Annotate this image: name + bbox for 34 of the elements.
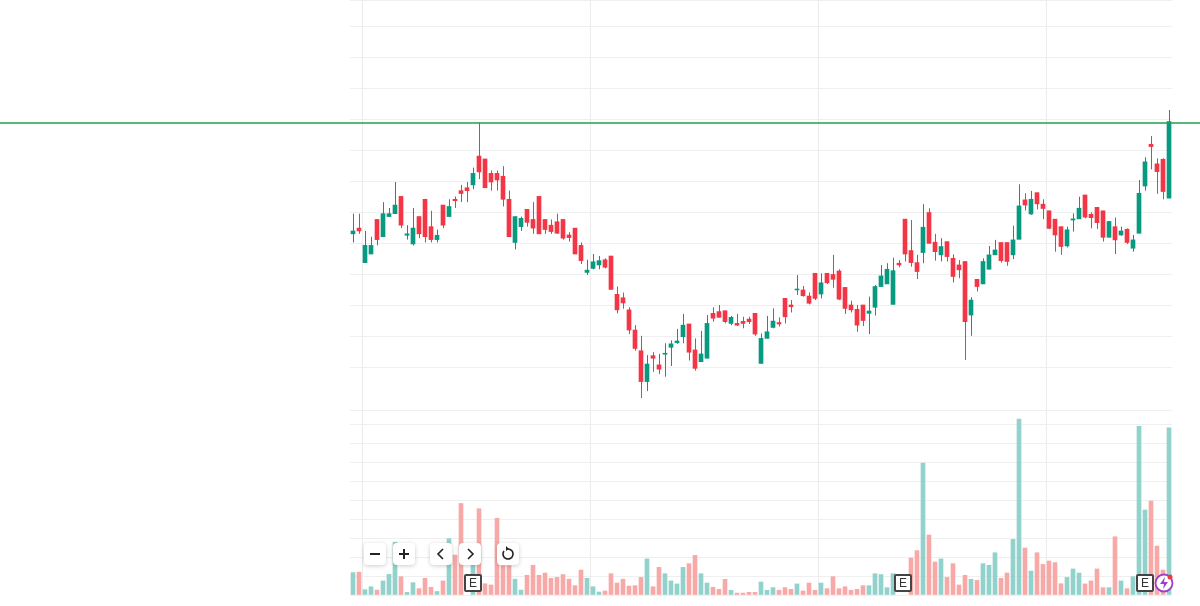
bar (482, 583, 488, 595)
bar (416, 588, 422, 595)
bar (632, 585, 638, 595)
candlestick (464, 181, 470, 203)
bar (866, 585, 872, 595)
bar (434, 591, 440, 595)
bar (770, 587, 776, 595)
bar (368, 586, 374, 595)
annotation: E (1136, 574, 1154, 592)
candlestick (764, 315, 770, 339)
bar (404, 592, 410, 595)
bar (1124, 588, 1130, 595)
bar (884, 587, 890, 595)
bar (860, 585, 866, 595)
bar (842, 586, 848, 595)
bar (836, 588, 842, 595)
bar (410, 582, 416, 595)
bar (1106, 587, 1112, 595)
candlestick (554, 213, 560, 235)
bar (752, 592, 758, 595)
bar (590, 586, 596, 595)
bar (1058, 583, 1064, 595)
annotation: E (464, 574, 482, 592)
annotation: E (894, 574, 912, 592)
bar (746, 592, 752, 595)
candlestick (830, 254, 836, 289)
bar (782, 587, 788, 595)
bar (824, 588, 830, 595)
candlestick (662, 342, 668, 378)
bar (650, 586, 656, 595)
candlestick (650, 351, 656, 373)
bar (572, 585, 578, 595)
bar (362, 589, 368, 595)
bar (1100, 587, 1106, 595)
